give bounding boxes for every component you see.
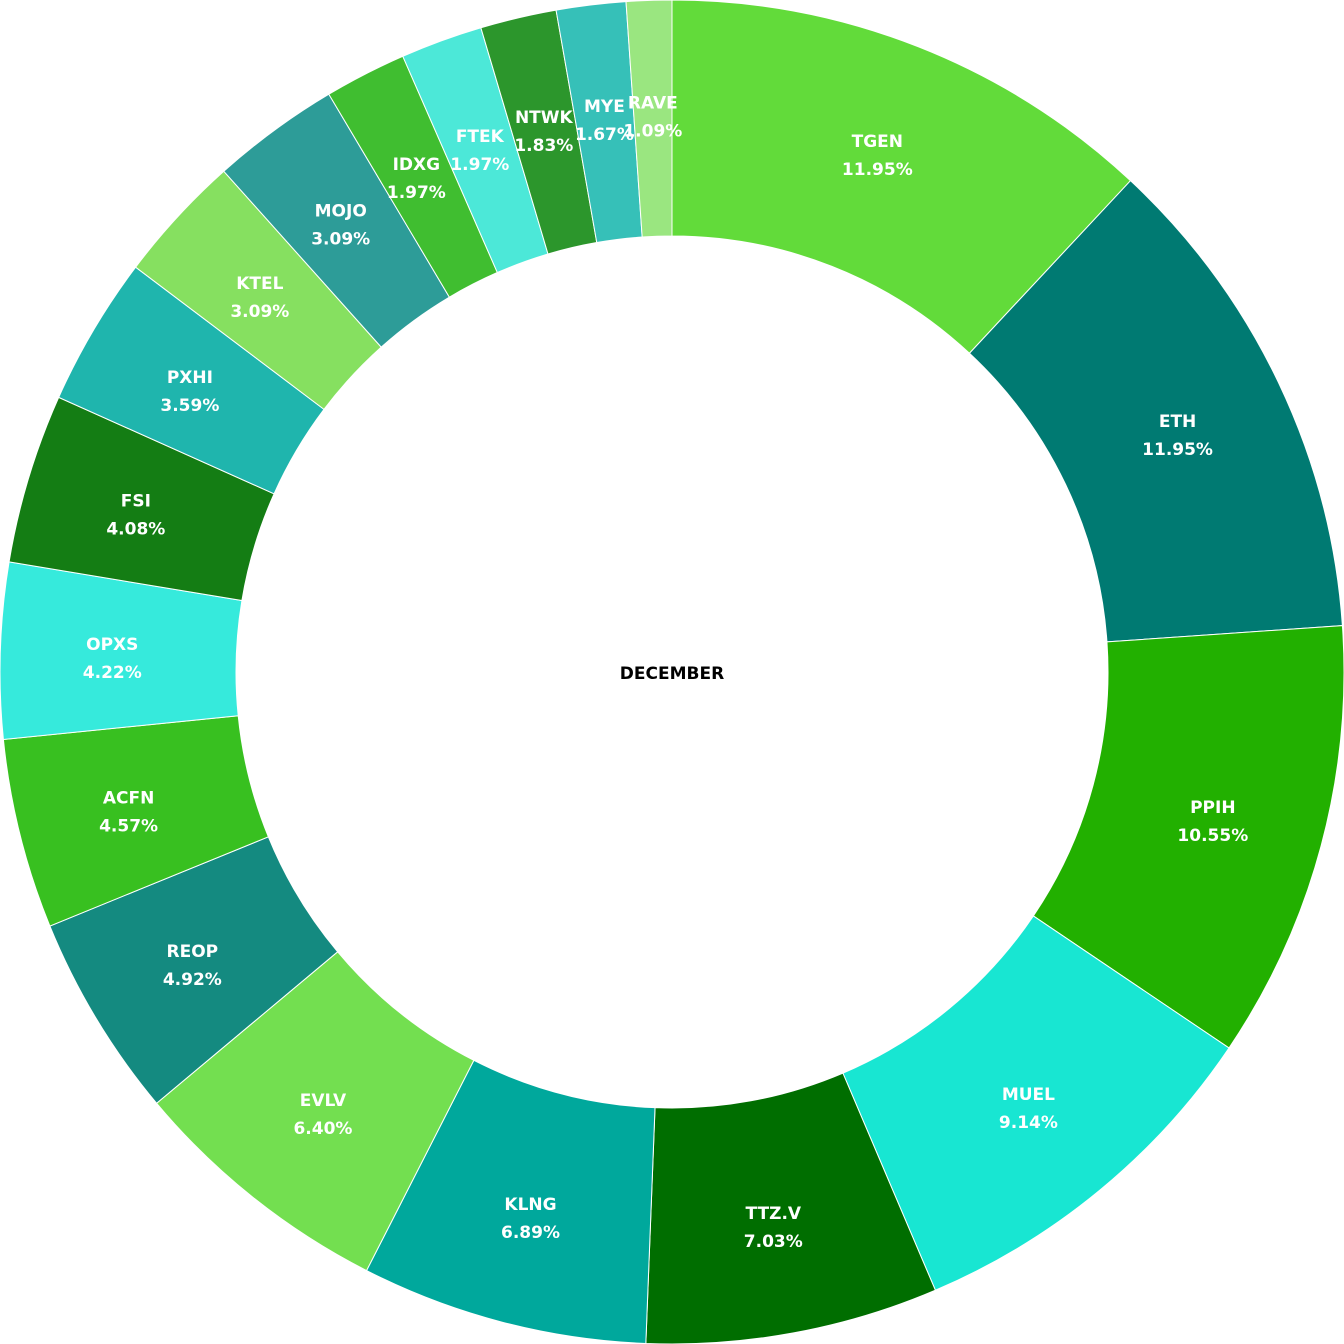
slice-name-label: PXHI	[167, 368, 213, 388]
slice-value-label: 10.55%	[1177, 826, 1248, 846]
slice-value-label: 1.09%	[623, 121, 682, 141]
labels-group: TGEN 11.95% ETH 11.95% PPIH 10.55% MUEL 9.14% TT…	[83, 93, 1248, 1251]
slice-name-label: FSI	[121, 491, 151, 511]
slice-tgen[interactable]	[671, 0, 1132, 354]
slice-name-label: NTWK	[515, 108, 574, 128]
slice-name-label: MOJO	[315, 202, 367, 222]
chart-center-label: DECEMBER	[620, 664, 724, 684]
slice-name-label: MYE	[584, 97, 625, 117]
slice-name-label: MUEL	[1002, 1085, 1055, 1105]
slice-value-label: 3.09%	[230, 302, 289, 322]
slice-name-label: EVLV	[300, 1091, 347, 1111]
slice-name-label: TTZ.V	[746, 1204, 802, 1224]
slice-value-label: 1.83%	[514, 136, 573, 156]
slice-name-label: KLNG	[504, 1195, 556, 1215]
slice-value-label: 6.40%	[293, 1119, 352, 1139]
slice-rave[interactable]	[625, 0, 673, 238]
slice-value-label: 4.08%	[106, 519, 165, 539]
slice-name-label: ETH	[1159, 412, 1196, 432]
slice-value-label: 4.57%	[99, 816, 158, 836]
slice-value-label: 1.97%	[450, 155, 509, 175]
slice-name-label: IDXG	[393, 155, 441, 175]
slice-name-label: PPIH	[1190, 798, 1235, 818]
slice-value-label: 1.97%	[387, 183, 446, 203]
slice-name-label: OPXS	[86, 635, 138, 655]
slice-value-label: 6.89%	[501, 1223, 560, 1243]
slice-eth[interactable]	[968, 179, 1343, 643]
slice-value-label: 3.59%	[160, 396, 219, 416]
slice-name-label: ACFN	[103, 788, 154, 808]
slice-name-label: TGEN	[852, 132, 903, 152]
slice-value-label: 4.92%	[163, 970, 222, 990]
slice-value-label: 4.22%	[83, 663, 142, 683]
slice-name-label: FTEK	[456, 127, 505, 147]
slice-value-label: 11.95%	[842, 160, 913, 180]
slice-value-label: 7.03%	[744, 1232, 803, 1252]
slice-name-label: REOP	[167, 942, 219, 962]
slice-value-label: 1.67%	[575, 125, 634, 145]
slice-name-label: KTEL	[236, 274, 283, 294]
slice-name-label: RAVE	[628, 93, 678, 113]
slice-value-label: 3.09%	[311, 230, 370, 250]
slice-value-label: 11.95%	[1142, 440, 1213, 460]
slice-value-label: 9.14%	[999, 1113, 1058, 1133]
